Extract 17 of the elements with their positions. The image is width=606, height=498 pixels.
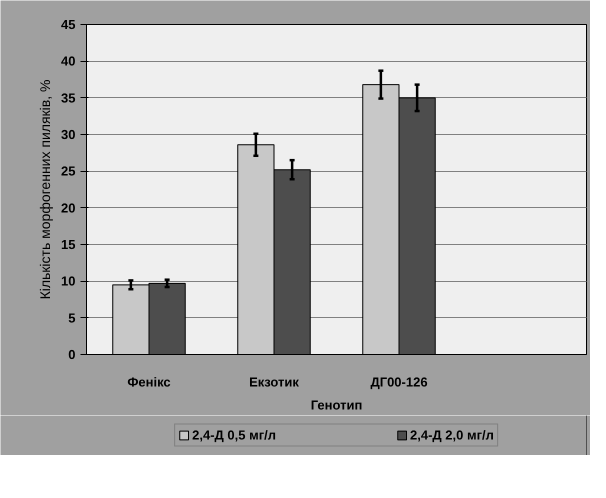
y-tick-label: 10 [61, 274, 76, 289]
y-tick-label: 20 [61, 200, 76, 216]
x-tick-label: ДГ00-126 [370, 374, 428, 390]
x-tick-label: Екзотик [249, 374, 300, 390]
x-tick-label: Фенікс [127, 374, 171, 390]
y-tick-label: 30 [61, 127, 76, 142]
legend-label: 2,4-Д 2,0 мг/л [410, 428, 494, 442]
y-tick-label: 35 [61, 90, 76, 106]
y-tick-label: 25 [61, 164, 76, 179]
y-tick-label: 15 [61, 237, 76, 252]
y-tick-label: 40 [61, 54, 76, 69]
y-tick-label: 5 [68, 310, 76, 326]
y-tick-label: 0 [68, 347, 76, 362]
x-axis-title: Генотип [310, 398, 362, 412]
legend-label: 2,4-Д 0,5 мг/л [192, 428, 276, 442]
y-axis-title: Кількість морфогенних пиляків, % [37, 80, 54, 300]
y-tick-label: 45 [61, 17, 76, 32]
